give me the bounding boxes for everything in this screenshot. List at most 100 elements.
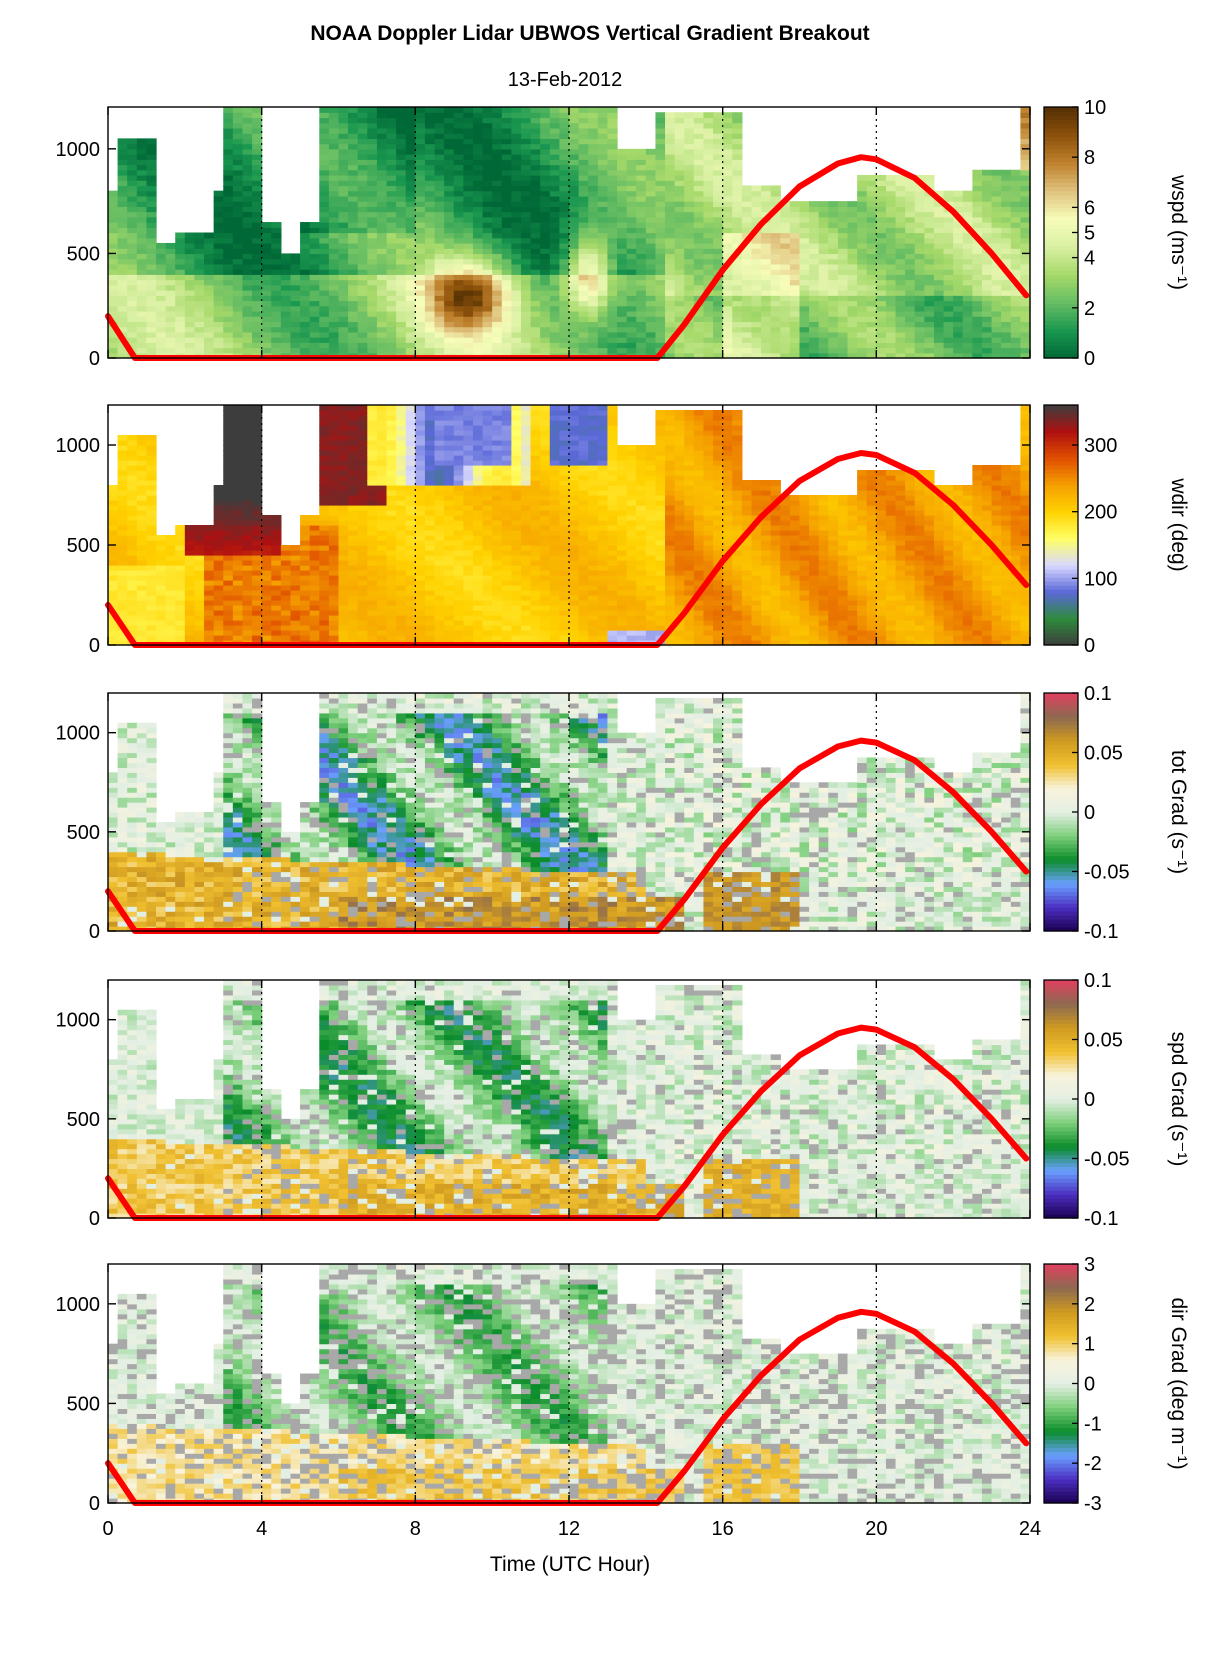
heatmap-cell — [376, 475, 388, 481]
heatmap-cell — [540, 300, 551, 307]
heatmap-cell — [492, 222, 503, 228]
heatmap-cell — [933, 331, 945, 338]
heatmap-cell — [866, 237, 877, 244]
heatmap-cell — [857, 206, 868, 213]
heatmap-cell — [453, 180, 464, 187]
heatmap-cell — [501, 295, 512, 302]
heatmap-cell — [338, 410, 349, 416]
heatmap-cell — [1001, 274, 1012, 281]
heatmap-cell — [540, 174, 551, 181]
heatmap-cell — [367, 164, 378, 171]
heatmap-cell — [645, 337, 657, 343]
heatmap-cell — [626, 206, 637, 213]
heatmap-cell — [376, 585, 388, 591]
heatmap-cell — [722, 195, 733, 202]
heatmap-cell — [482, 159, 493, 166]
heatmap-cell — [933, 206, 945, 213]
heatmap-cell — [645, 284, 657, 291]
heatmap-cell — [328, 138, 340, 145]
heatmap-cell — [540, 305, 551, 312]
heatmap-cell — [501, 190, 512, 197]
heatmap-cell — [386, 263, 397, 270]
heatmap-cell — [943, 321, 954, 328]
heatmap-cell — [962, 321, 973, 328]
heatmap-cell — [597, 347, 609, 354]
heatmap-cell — [309, 530, 320, 536]
heatmap-cell — [943, 253, 954, 260]
heatmap-cell — [242, 585, 253, 591]
heatmap-cell — [741, 326, 753, 333]
heatmap-cell — [981, 316, 993, 322]
heatmap-cell — [223, 540, 234, 546]
heatmap-cell — [492, 227, 503, 234]
heatmap-cell — [1010, 342, 1021, 349]
heatmap-cell — [799, 237, 810, 244]
heatmap-cell — [1010, 326, 1021, 333]
heatmap-cell — [213, 201, 224, 207]
heatmap-cell — [789, 337, 801, 343]
y-tick-label: 1000 — [56, 139, 101, 161]
heatmap-cell — [261, 331, 272, 338]
heatmap-cell — [367, 635, 378, 641]
heatmap-cell — [280, 347, 292, 354]
heatmap-cell — [722, 117, 733, 124]
heatmap-cell — [972, 347, 983, 354]
heatmap-cell — [732, 342, 743, 349]
heatmap-cell — [367, 107, 378, 113]
heatmap-cell — [789, 263, 801, 270]
heatmap-cell — [117, 352, 128, 359]
heatmap-cell — [924, 211, 935, 218]
heatmap-cell — [809, 316, 820, 322]
heatmap-cell — [559, 164, 570, 171]
heatmap-cell — [828, 326, 839, 333]
heatmap-cell — [319, 505, 330, 511]
heatmap-cell — [780, 347, 791, 354]
heatmap-cell — [252, 290, 263, 296]
heatmap-cell — [703, 279, 714, 286]
heatmap-cell — [405, 133, 416, 139]
heatmap-cell — [271, 337, 282, 343]
heatmap-cell — [972, 248, 983, 255]
heatmap-cell — [204, 635, 215, 641]
heatmap-cell — [626, 269, 637, 275]
heatmap-cell — [540, 112, 551, 119]
heatmap-cell — [204, 274, 215, 281]
heatmap-cell — [348, 580, 359, 586]
heatmap-cell — [857, 337, 868, 343]
heatmap-cell — [789, 284, 801, 291]
heatmap-cell — [732, 300, 743, 307]
heatmap-cell — [242, 545, 253, 551]
heatmap-cell — [780, 206, 791, 213]
heatmap-cell — [732, 117, 743, 124]
heatmap-cell — [280, 600, 292, 606]
heatmap-cell — [636, 216, 647, 223]
heatmap-cell — [108, 216, 119, 223]
heatmap-cell — [376, 420, 388, 426]
heatmap-cell — [319, 410, 330, 416]
heatmap-cell — [136, 284, 148, 291]
heatmap-cell — [799, 248, 810, 255]
heatmap-cell — [252, 635, 263, 641]
heatmap-cell — [338, 337, 349, 343]
heatmap-cell — [328, 630, 340, 636]
heatmap-cell — [319, 269, 330, 275]
heatmap-cell — [213, 510, 224, 516]
heatmap-cell — [597, 337, 609, 343]
heatmap-cell — [933, 274, 945, 281]
heatmap-cell — [876, 331, 887, 338]
heatmap-cell — [732, 122, 743, 129]
heatmap-cell — [693, 295, 705, 302]
heatmap-cell — [789, 279, 801, 286]
heatmap-cell — [549, 316, 560, 322]
heatmap-cell — [972, 216, 983, 223]
heatmap-cell — [386, 590, 397, 596]
heatmap-cell — [328, 510, 340, 516]
heatmap-cell — [501, 143, 512, 150]
heatmap-cell — [501, 284, 512, 291]
heatmap-cell — [213, 485, 224, 491]
heatmap-cell — [232, 185, 244, 192]
heatmap-cell — [242, 337, 253, 343]
heatmap-cell — [905, 185, 916, 192]
heatmap-cell — [511, 185, 522, 192]
heatmap-cell — [722, 337, 733, 343]
